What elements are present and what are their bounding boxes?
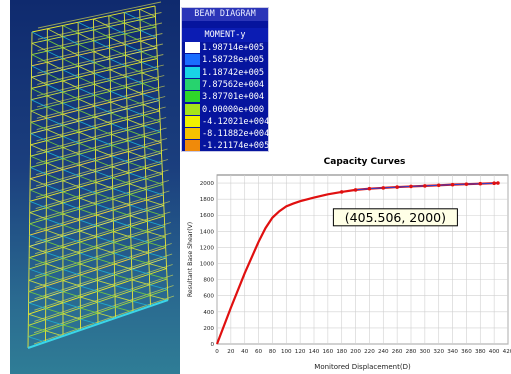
legend-entry: -4.12021e+004 (182, 115, 270, 129)
x-tick-label: 40 (241, 349, 249, 355)
chart-title: Capacity Curves (324, 157, 406, 167)
legend-value: 3.87701e+004 (202, 92, 265, 103)
curve-point (478, 181, 483, 186)
y-tick-label: 1600 (200, 213, 215, 219)
x-tick-label: 240 (378, 349, 389, 355)
legend-swatch (185, 115, 200, 127)
legend-title: BEAM DIAGRAM (182, 8, 268, 21)
y-tick-label: 1400 (200, 229, 215, 235)
capacity-curve-overlay (355, 182, 498, 191)
legend-entry: 1.58728e+005 (182, 54, 268, 67)
y-tick-label: 600 (203, 294, 214, 300)
legend-swatch (185, 103, 200, 115)
legend-value: 0.00000e+000 (202, 104, 265, 115)
legend-swatch (185, 140, 200, 152)
y-tick-label: 1200 (200, 245, 215, 251)
capacity-curve-chart: Capacity Curves 0 20 40 60 80 100 120 140 160 180 2… (181, 153, 511, 374)
x-tick-label: 420 (503, 349, 511, 355)
curve-point (367, 186, 372, 191)
curve-point (436, 183, 441, 188)
legend-value: -1.21174e+005 (202, 141, 270, 152)
legend-value: 1.58728e+005 (202, 55, 265, 66)
curve-point (450, 182, 455, 187)
y-tick-label: 400 (203, 310, 214, 316)
x-tick-label: 20 (227, 349, 235, 355)
x-tick-label: 380 (475, 349, 486, 355)
plot-area (216, 174, 509, 345)
legend-value: -4.12021e+004 (202, 116, 270, 127)
legend-value: -8.11882e+004 (202, 129, 270, 140)
legend-swatch (185, 42, 200, 53)
curve-point (464, 182, 469, 186)
structure-frame-model (27, 1, 175, 349)
coordinate-annotation: (405.506, 2000) (332, 208, 458, 227)
x-tick-label: 300 (420, 349, 431, 355)
color-legend: BEAM DIAGRAM MOMENT-y 1.98714e+005 1.5872… (181, 7, 269, 152)
y-tick-label: 800 (203, 278, 214, 284)
curve-point (496, 181, 500, 185)
x-tick-label: 400 (489, 349, 500, 355)
legend-entry: 7.87562e+004 (182, 78, 268, 92)
legend-entry: 1.98714e+005 (182, 42, 268, 55)
curve-point (423, 184, 427, 188)
x-tick-label: 0 (215, 349, 219, 355)
legend-entry: 0.00000e+000 (182, 103, 268, 117)
y-tick-label: 1800 (200, 197, 215, 203)
legend-value: 7.87562e+004 (202, 79, 265, 90)
x-tick-label: 120 (295, 349, 306, 355)
x-tick-label: 80 (269, 349, 277, 355)
legend-value: 1.18742e+005 (202, 67, 265, 78)
x-axis-label: Monitored Displacement(D) (314, 363, 411, 371)
x-tick-label: 220 (364, 349, 375, 355)
x-tick-label: 180 (336, 349, 347, 355)
legend-entry: -1.21174e+005 (182, 140, 270, 153)
y-tick-label: 1000 (200, 262, 215, 268)
legend-swatch (185, 78, 200, 90)
legend-subtitle: MOMENT-y (182, 28, 268, 42)
x-tick-label: 140 (309, 349, 320, 355)
y-tick-label: 2000 (200, 181, 215, 187)
x-tick-label: 260 (392, 349, 403, 355)
curve-point (339, 190, 344, 194)
annotation-text: (405.506, 2000) (345, 210, 446, 225)
y-axis-label: Resultant Base Shear(V) (187, 222, 194, 297)
curve-point (353, 188, 358, 192)
curve-point (492, 181, 496, 186)
x-tick-label: 100 (281, 349, 292, 355)
legend-swatch (185, 66, 200, 78)
curve-point (409, 184, 413, 189)
legend-swatch (185, 54, 200, 66)
curve-point (395, 185, 399, 189)
legend-value: 1.98714e+005 (202, 43, 265, 53)
legend-entry: -8.11882e+004 (182, 128, 270, 141)
x-tick-label: 200 (350, 349, 361, 355)
x-tick-label: 340 (447, 349, 458, 355)
x-tick-label: 160 (323, 349, 334, 355)
curve-point (381, 186, 386, 190)
model-viewport[interactable] (10, 0, 180, 374)
x-tick-label: 60 (255, 349, 263, 355)
y-tick-label: 0 (210, 342, 214, 348)
x-tick-label: 320 (433, 349, 444, 355)
x-tick-label: 280 (406, 349, 417, 355)
x-tick-label: 360 (461, 349, 472, 355)
y-tick-label: 200 (203, 326, 214, 332)
legend-entry: 1.18742e+005 (182, 66, 268, 80)
annotation-box (332, 208, 458, 227)
legend-swatch (185, 91, 200, 103)
legend-swatch (185, 128, 200, 140)
legend-entry: 3.87701e+004 (182, 91, 268, 104)
